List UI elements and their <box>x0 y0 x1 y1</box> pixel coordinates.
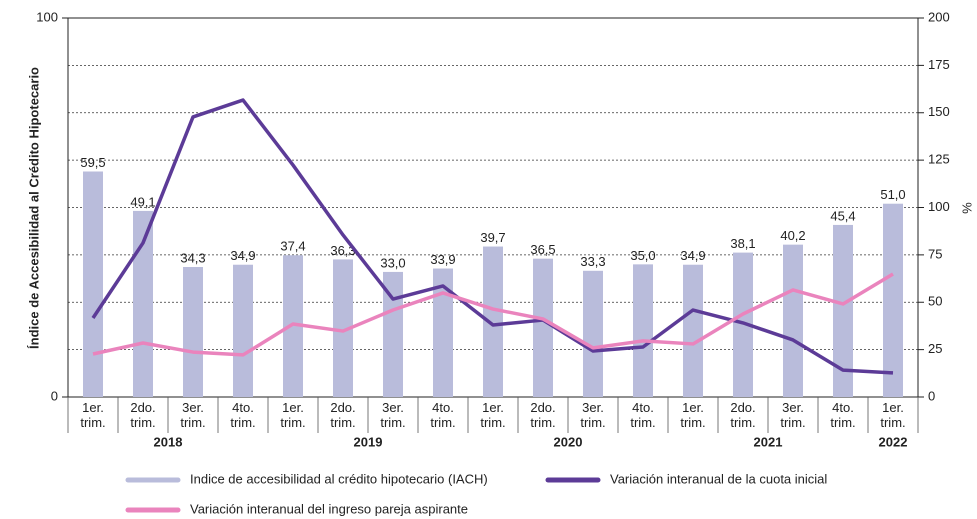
year-label: 2021 <box>754 434 783 449</box>
x-tick-label: 4to. trim. <box>630 400 656 430</box>
x-tick-label: 3er. trim. <box>180 400 206 430</box>
bar <box>383 271 403 397</box>
x-tick-label-box: 3er. trim. <box>580 400 606 430</box>
data-label: 59,5 <box>80 155 105 170</box>
bar <box>833 224 853 397</box>
y-tick-label: 100 <box>36 9 58 24</box>
x-tick-label: 2do. trim. <box>530 400 556 430</box>
y2-tick-label: 50 <box>928 294 942 309</box>
x-tick-label-box: 1er. trim. <box>680 400 706 430</box>
x-tick-label: 4to. trim. <box>230 400 256 430</box>
x-tick-label: 1er. trim. <box>680 400 706 430</box>
x-tick-label-box: 1er. trim. <box>280 400 306 430</box>
x-tick-label-box: 2do. trim. <box>330 400 356 430</box>
data-label: 38,1 <box>730 236 755 251</box>
bar <box>533 258 553 397</box>
x-tick-label-box: 4to. trim. <box>830 400 856 430</box>
data-label: 34,3 <box>180 250 205 265</box>
x-tick-label-box: 2do. trim. <box>530 400 556 430</box>
x-tick-label: 1er. trim. <box>80 400 106 430</box>
x-tick-label-box: 3er. trim. <box>780 400 806 430</box>
data-label: 35,0 <box>630 248 655 263</box>
x-tick-label: 1er. trim. <box>280 400 306 430</box>
legend-label: Variación interanual del ingreso pareja … <box>190 501 468 516</box>
x-tick-label: 3er. trim. <box>380 400 406 430</box>
bar <box>83 171 103 397</box>
y-axis-label: Índice de Accesibilidad al Crédito Hipot… <box>26 67 41 349</box>
x-tick-label: 2do. trim. <box>730 400 756 430</box>
data-label: 36,5 <box>530 242 555 257</box>
bar <box>133 210 153 397</box>
x-tick-label: 3er. trim. <box>780 400 806 430</box>
y2-tick-label: 125 <box>928 152 950 167</box>
x-tick-label: 1er. trim. <box>880 400 906 430</box>
data-label: 33,9 <box>430 252 455 267</box>
data-label: 45,4 <box>830 208 855 223</box>
data-label: 33,3 <box>580 254 605 269</box>
x-tick-label-box: 1er. trim. <box>880 400 906 430</box>
line <box>91 98 894 375</box>
year-label: 2019 <box>354 434 383 449</box>
y2-tick-label: 0 <box>928 388 935 403</box>
data-label: 33,0 <box>380 255 405 270</box>
y2-tick-label: 150 <box>928 104 950 119</box>
data-label: 40,2 <box>780 228 805 243</box>
x-tick-label-box: 3er. trim. <box>380 400 406 430</box>
data-label: 51,0 <box>880 187 905 202</box>
y2-tick-label: 200 <box>928 9 950 24</box>
data-label: 36,3 <box>330 243 355 258</box>
bar <box>183 267 203 397</box>
x-tick-label: 2do. trim. <box>330 400 356 430</box>
bar <box>333 259 353 397</box>
bar <box>433 268 453 397</box>
year-label: 2022 <box>879 434 908 449</box>
x-tick-label-box: 1er. trim. <box>80 400 106 430</box>
bar <box>233 264 253 397</box>
year-label: 2018 <box>154 434 183 449</box>
data-label: 34,9 <box>230 248 255 263</box>
x-tick-label-box: 4to. trim. <box>430 400 456 430</box>
bar <box>633 264 653 397</box>
bar <box>483 246 503 397</box>
legend-label: Indice de accesibilidad al crédito hipot… <box>190 471 488 486</box>
y2-tick-label: 100 <box>928 199 950 214</box>
data-label: 34,9 <box>680 248 705 263</box>
bar <box>283 255 303 397</box>
x-tick-label-box: 3er. trim. <box>180 400 206 430</box>
bar <box>733 252 753 397</box>
data-label: 49,1 <box>130 194 155 209</box>
x-tick-label: 4to. trim. <box>430 400 456 430</box>
x-tick-label: 2do. trim. <box>130 400 156 430</box>
bar <box>683 264 703 397</box>
x-tick-label-box: 2do. trim. <box>130 400 156 430</box>
data-label: 37,4 <box>280 239 305 254</box>
x-tick-label-box: 2do. trim. <box>730 400 756 430</box>
x-tick-label-box: 4to. trim. <box>230 400 256 430</box>
x-tick-label: 4to. trim. <box>830 400 856 430</box>
y2-tick-label: 175 <box>928 57 950 72</box>
x-tick-label-box: 1er. trim. <box>480 400 506 430</box>
x-tick-label: 1er. trim. <box>480 400 506 430</box>
data-label: 39,7 <box>480 230 505 245</box>
bar <box>583 270 603 397</box>
y2-axis-label: % <box>960 202 975 214</box>
y2-tick-label: 75 <box>928 246 942 261</box>
y-tick-label: 0 <box>51 388 58 403</box>
line <box>92 272 894 357</box>
legend-label: Variación interanual de la cuota inicial <box>610 471 827 486</box>
x-tick-label-box: 4to. trim. <box>630 400 656 430</box>
bar <box>883 203 903 397</box>
y2-tick-label: 25 <box>928 341 942 356</box>
year-label: 2020 <box>554 434 583 449</box>
bar <box>783 244 803 397</box>
x-tick-label: 3er. trim. <box>580 400 606 430</box>
